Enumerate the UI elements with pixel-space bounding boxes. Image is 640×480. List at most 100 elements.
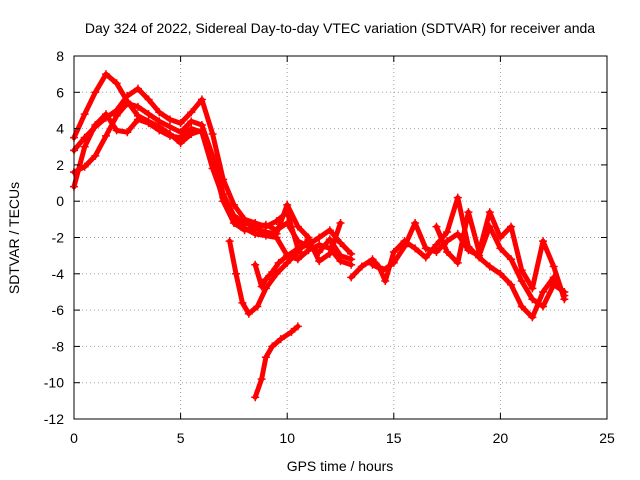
y-tick-label: -2	[52, 230, 65, 246]
data-point	[539, 237, 548, 246]
data-point	[176, 119, 185, 128]
data-point	[133, 102, 142, 111]
data-point	[123, 97, 132, 106]
data-point	[144, 95, 153, 104]
data-point	[80, 142, 89, 151]
data-point	[560, 295, 569, 304]
data-point	[517, 302, 526, 311]
data-point	[432, 248, 441, 257]
data-point	[123, 128, 132, 137]
data-point	[539, 287, 548, 296]
data-point	[453, 229, 462, 238]
x-tick-label: 10	[279, 430, 295, 446]
y-tick-label: -4	[52, 266, 65, 282]
data-point	[244, 309, 253, 318]
data-point	[485, 262, 494, 271]
data-point	[187, 130, 196, 139]
data-point	[507, 255, 516, 264]
data-point	[549, 262, 558, 271]
data-point	[368, 260, 377, 269]
data-point	[528, 313, 537, 322]
data-point	[165, 130, 174, 139]
data-point	[293, 222, 302, 231]
data-point	[268, 267, 277, 276]
data-point	[165, 122, 174, 131]
data-point	[293, 322, 302, 331]
data-point	[91, 88, 100, 97]
data-point	[268, 342, 277, 351]
data-point	[336, 218, 345, 227]
data-point	[80, 110, 89, 119]
data-point	[325, 249, 334, 258]
data-point	[276, 335, 285, 344]
y-tick-label: 4	[56, 121, 64, 137]
x-tick-label: 15	[386, 430, 402, 446]
data-point	[549, 280, 558, 289]
x-tick-label: 20	[493, 430, 509, 446]
data-point	[187, 108, 196, 117]
data-point	[91, 151, 100, 160]
data-point	[528, 295, 537, 304]
data-point	[287, 327, 296, 336]
data-point	[421, 253, 430, 262]
data-point	[315, 257, 324, 266]
grid	[74, 56, 607, 419]
data-point	[240, 226, 249, 235]
y-tick-label: -12	[44, 411, 64, 427]
data-point	[400, 242, 409, 251]
data-point	[238, 298, 247, 307]
data-point	[291, 246, 300, 255]
data-point	[272, 229, 281, 238]
data-point	[517, 266, 526, 275]
data-point	[283, 251, 292, 260]
data-point	[357, 262, 366, 271]
x-tick-label: 0	[70, 430, 78, 446]
data-point	[80, 133, 89, 142]
series-arc-7	[251, 322, 302, 402]
data-point	[464, 246, 473, 255]
series-arc-10	[432, 208, 569, 304]
data-point	[295, 248, 304, 257]
data-point	[453, 193, 462, 202]
data-point	[144, 117, 153, 126]
data-point	[411, 244, 420, 253]
data-point	[507, 222, 516, 231]
plot-frame	[73, 55, 608, 420]
data-point	[443, 248, 452, 257]
y-tick-label: -8	[52, 338, 65, 354]
y-tick-label: 8	[56, 48, 64, 64]
data-series	[70, 70, 569, 402]
x-tick-label: 5	[177, 430, 185, 446]
data-point	[251, 393, 260, 402]
data-point	[208, 130, 217, 139]
data-point	[261, 275, 270, 284]
data-point	[453, 258, 462, 267]
data-point	[389, 248, 398, 257]
y-tick-label: 6	[56, 84, 64, 100]
data-point	[283, 200, 292, 209]
data-point	[219, 197, 228, 206]
data-point	[421, 244, 430, 253]
data-point	[496, 233, 505, 242]
data-point	[347, 249, 356, 258]
data-point	[112, 126, 121, 135]
data-point	[432, 240, 441, 249]
data-point	[229, 200, 238, 209]
data-point	[251, 260, 260, 269]
series-arc-4	[70, 70, 313, 242]
data-point	[257, 375, 266, 384]
data-point	[389, 258, 398, 267]
data-point	[112, 106, 121, 115]
data-point	[464, 208, 473, 217]
data-point	[225, 237, 234, 246]
data-point	[496, 269, 505, 278]
data-point	[208, 157, 217, 166]
data-point	[517, 277, 526, 286]
x-tick-label: 25	[599, 430, 615, 446]
data-point	[485, 208, 494, 217]
y-axis-label: SDTVAR / TECUs	[6, 182, 22, 294]
data-point	[496, 244, 505, 253]
data-point	[253, 302, 262, 311]
data-point	[155, 108, 164, 117]
data-point	[261, 228, 270, 237]
